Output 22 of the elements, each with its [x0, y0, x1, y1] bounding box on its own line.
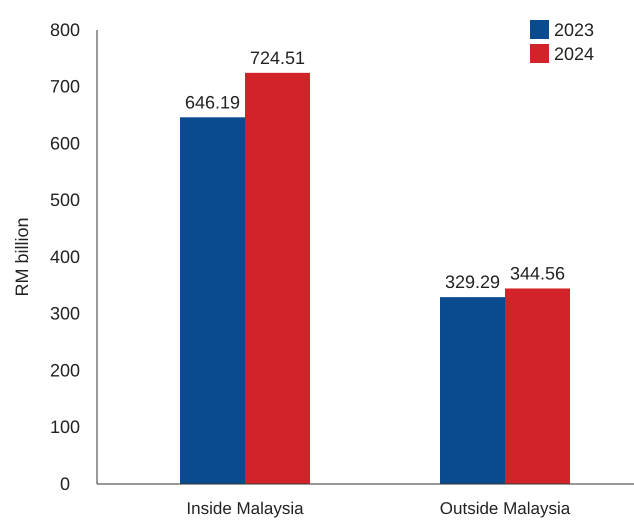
y-axis-title: RM billion	[12, 217, 32, 297]
y-tick-label: 600	[50, 133, 80, 154]
y-tick-label: 300	[50, 304, 80, 324]
data-label: 724.51	[250, 48, 306, 68]
y-tick-label: 200	[50, 360, 80, 380]
data-label: 646.19	[184, 92, 240, 112]
y-tick-label: 800	[50, 20, 80, 40]
y-tick-label: 100	[50, 417, 80, 438]
bar	[505, 288, 570, 484]
y-tick-label: 400	[50, 246, 80, 267]
y-tick-label: 0	[60, 474, 70, 494]
bar	[245, 72, 310, 484]
bar	[440, 297, 505, 484]
x-tick-label: Inside Malaysia	[186, 499, 304, 518]
bar	[180, 117, 245, 484]
data-label: 344.56	[510, 263, 566, 284]
y-tick-label: 500	[50, 190, 80, 210]
legend-label: 2023	[554, 20, 594, 40]
legend-label: 2024	[554, 44, 594, 64]
y-tick-label: 700	[50, 76, 80, 97]
x-tick-label: Outside Malaysia	[440, 499, 571, 518]
data-label: 329.29	[444, 272, 500, 292]
